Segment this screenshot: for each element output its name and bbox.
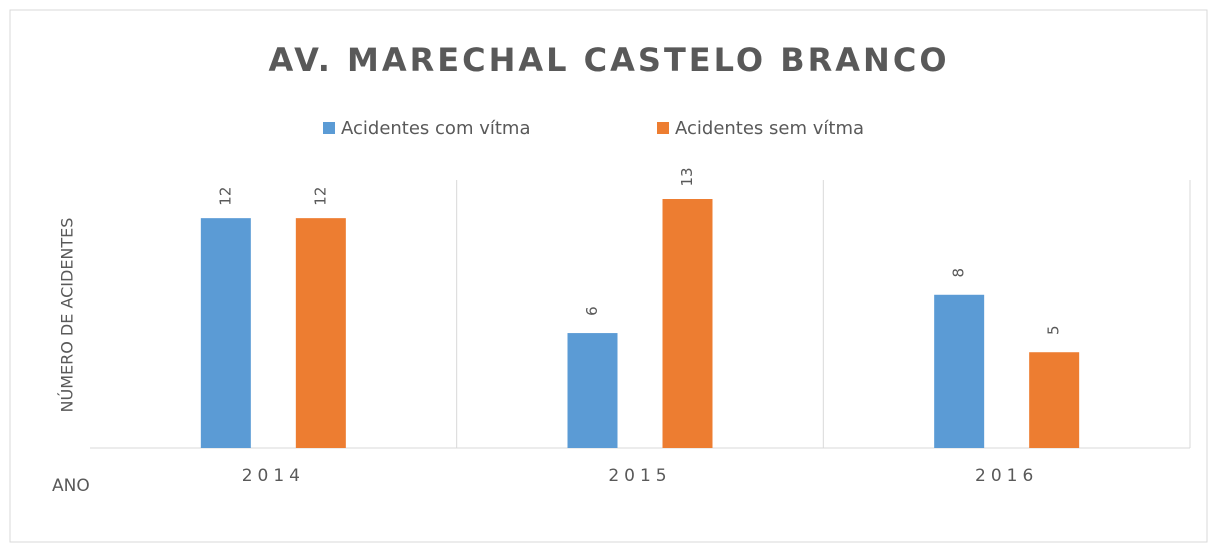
- legend-label: Acidentes sem vítma: [675, 118, 864, 139]
- x-tick-label: 2016: [975, 466, 1038, 486]
- data-label: 12: [216, 187, 234, 206]
- data-label: 12: [311, 187, 329, 206]
- bar: [1029, 352, 1080, 448]
- x-tick-label: 2015: [608, 466, 671, 486]
- data-label: 6: [583, 306, 601, 316]
- bar: [200, 218, 251, 448]
- data-label: 5: [1045, 325, 1063, 335]
- chart-border: [9, 9, 1208, 543]
- x-axis-label: ANO: [52, 476, 90, 496]
- bar: [934, 294, 985, 448]
- legend-swatch: [323, 122, 335, 134]
- bar: [662, 199, 713, 448]
- legend-label: Acidentes com vítma: [341, 118, 530, 139]
- y-axis-label: NÚMERO DE ACIDENTES: [58, 218, 77, 413]
- legend-swatch: [657, 122, 669, 134]
- chart-title: AV. MARECHAL CASTELO BRANCO: [268, 41, 949, 79]
- bar: [567, 333, 618, 448]
- data-label: 13: [678, 167, 696, 186]
- data-label: 8: [950, 268, 968, 278]
- bar: [295, 218, 346, 448]
- x-tick-label: 2014: [242, 466, 305, 486]
